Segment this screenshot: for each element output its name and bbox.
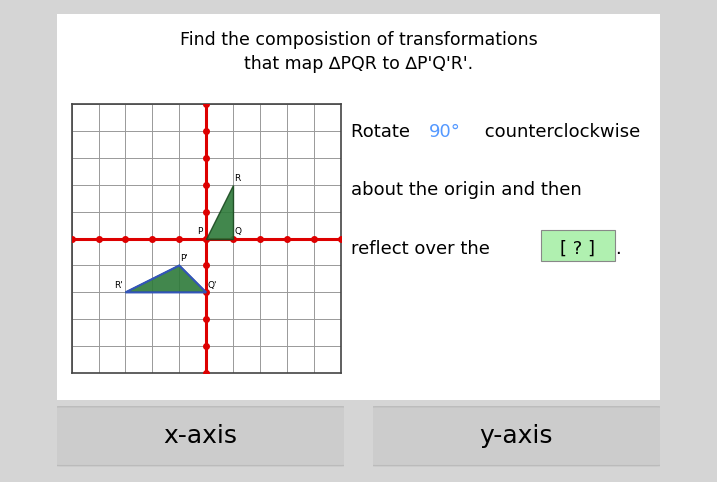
Polygon shape [125,266,206,293]
FancyBboxPatch shape [54,407,347,466]
Text: P: P [198,228,203,237]
Text: about the origin and then: about the origin and then [351,181,582,199]
Text: y-axis: y-axis [480,424,553,448]
Text: reflect over the: reflect over the [351,240,496,257]
Text: Q': Q' [207,281,217,290]
Polygon shape [206,185,233,239]
Text: 90°: 90° [429,123,460,141]
Text: that map ∆PQR to ∆P'Q'R'.: that map ∆PQR to ∆P'Q'R'. [244,55,473,73]
Text: counterclockwise: counterclockwise [479,123,640,141]
Text: Rotate: Rotate [351,123,416,141]
Text: .: . [615,240,621,257]
FancyBboxPatch shape [541,230,615,261]
Text: R': R' [114,281,123,290]
Text: R: R [234,174,241,184]
Text: Q: Q [234,228,242,237]
Text: P': P' [181,254,189,263]
FancyBboxPatch shape [370,407,663,466]
Text: [ ? ]: [ ? ] [561,240,595,257]
Text: x-axis: x-axis [163,424,238,448]
Text: Find the composistion of transformations: Find the composistion of transformations [180,31,537,49]
